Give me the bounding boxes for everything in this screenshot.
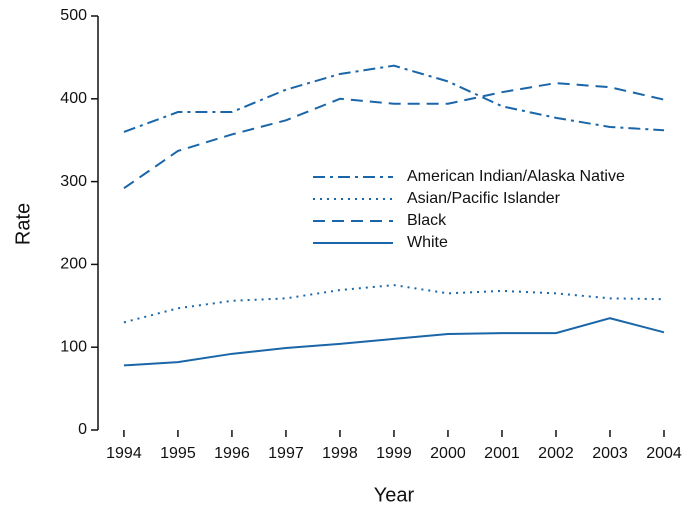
x-tick-label: 1999 bbox=[376, 445, 412, 462]
y-tick-label: 200 bbox=[60, 256, 87, 273]
x-axis-title: Year bbox=[374, 484, 415, 506]
line bbox=[123, 317, 665, 367]
line bbox=[123, 82, 665, 190]
legend-label: Black bbox=[407, 212, 447, 229]
x-tick-label: 2004 bbox=[646, 445, 682, 462]
y-tick-label: 0 bbox=[78, 421, 87, 438]
x-tick-label: 1998 bbox=[322, 445, 358, 462]
y-tick-label: 300 bbox=[60, 173, 87, 190]
x-tick-label: 1997 bbox=[268, 445, 304, 462]
line bbox=[123, 64, 665, 133]
x-tick-label: 1996 bbox=[214, 445, 250, 462]
y-axis-title: Rate bbox=[12, 203, 34, 245]
x-tick-label: 1994 bbox=[106, 445, 142, 462]
x-tick-label: 1995 bbox=[160, 445, 196, 462]
legend-label: White bbox=[407, 234, 448, 251]
x-tick-label: 2000 bbox=[430, 445, 466, 462]
legend-label: American Indian/Alaska Native bbox=[407, 168, 625, 185]
y-tick-label: 400 bbox=[60, 90, 87, 107]
x-tick-label: 2003 bbox=[592, 445, 628, 462]
x-tick-label: 2002 bbox=[538, 445, 574, 462]
line bbox=[123, 284, 665, 324]
x-tick-label: 2001 bbox=[484, 445, 520, 462]
legend-label: Asian/Pacific Islander bbox=[407, 190, 561, 207]
y-tick-label: 100 bbox=[60, 338, 87, 355]
y-tick-label: 500 bbox=[60, 7, 87, 24]
